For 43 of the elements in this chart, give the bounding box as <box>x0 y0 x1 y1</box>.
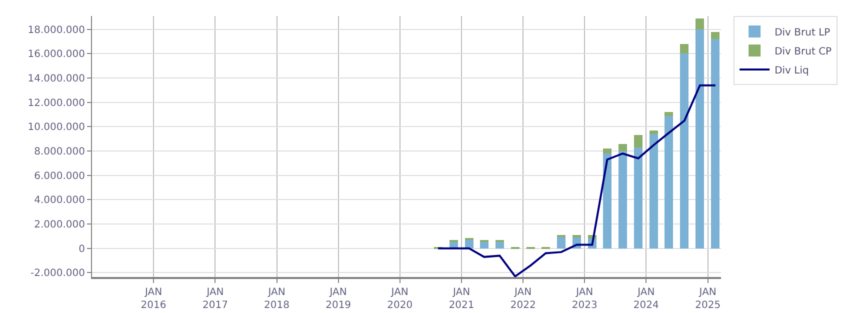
bar <box>696 18 704 30</box>
bar <box>618 151 627 248</box>
legend-label: Div Brut CP <box>774 46 832 58</box>
x-tick-label: JAN 2019 <box>326 287 352 311</box>
y-tick-label: 12.000.000 <box>28 98 85 109</box>
x-tick-label: JAN 2024 <box>633 287 659 311</box>
bar <box>634 135 642 148</box>
x-tick-label: JAN 2021 <box>448 287 474 311</box>
x-tick-label: JAN 2017 <box>202 287 228 311</box>
bar <box>556 236 566 248</box>
x-tick-label: JAN 2025 <box>695 287 721 311</box>
bar <box>664 112 674 116</box>
legend-label: Div Liq <box>774 65 809 76</box>
y-tick-label: 14.000.000 <box>28 74 85 85</box>
bar <box>696 29 704 248</box>
bar <box>602 148 612 154</box>
y-tick-label: 16.000.000 <box>28 49 85 60</box>
x-tick-label: JAN 2018 <box>264 287 290 311</box>
y-tick-label: 10.000.000 <box>28 122 85 134</box>
y-tick-label: 0 <box>78 244 85 255</box>
bar <box>650 130 658 134</box>
x-tick-label: JAN 2016 <box>140 287 166 311</box>
legend-label: Div Brut LP <box>774 27 830 38</box>
x-tick-label: JAN 2023 <box>572 287 598 311</box>
bar <box>650 134 658 248</box>
x-tick-label: JAN 2022 <box>510 287 536 311</box>
y-tick-label: 8.000.000 <box>34 146 85 158</box>
y-tick-label: 4.000.000 <box>34 195 85 206</box>
y-tick-label: 6.000.000 <box>34 170 85 182</box>
y-tick-label: 18.000.000 <box>28 24 85 36</box>
bar <box>664 116 674 248</box>
bar <box>618 144 627 152</box>
bar <box>680 44 689 54</box>
bar <box>711 32 720 40</box>
bar <box>680 54 689 248</box>
y-tick-label: -2.000.000 <box>30 268 85 280</box>
bar <box>634 147 642 248</box>
bar <box>464 240 474 248</box>
bar <box>602 154 612 248</box>
x-tick-label: JAN 2020 <box>387 287 413 311</box>
bar <box>711 39 720 248</box>
line-series <box>437 84 716 277</box>
y-tick-label: 2.000.000 <box>34 220 85 231</box>
